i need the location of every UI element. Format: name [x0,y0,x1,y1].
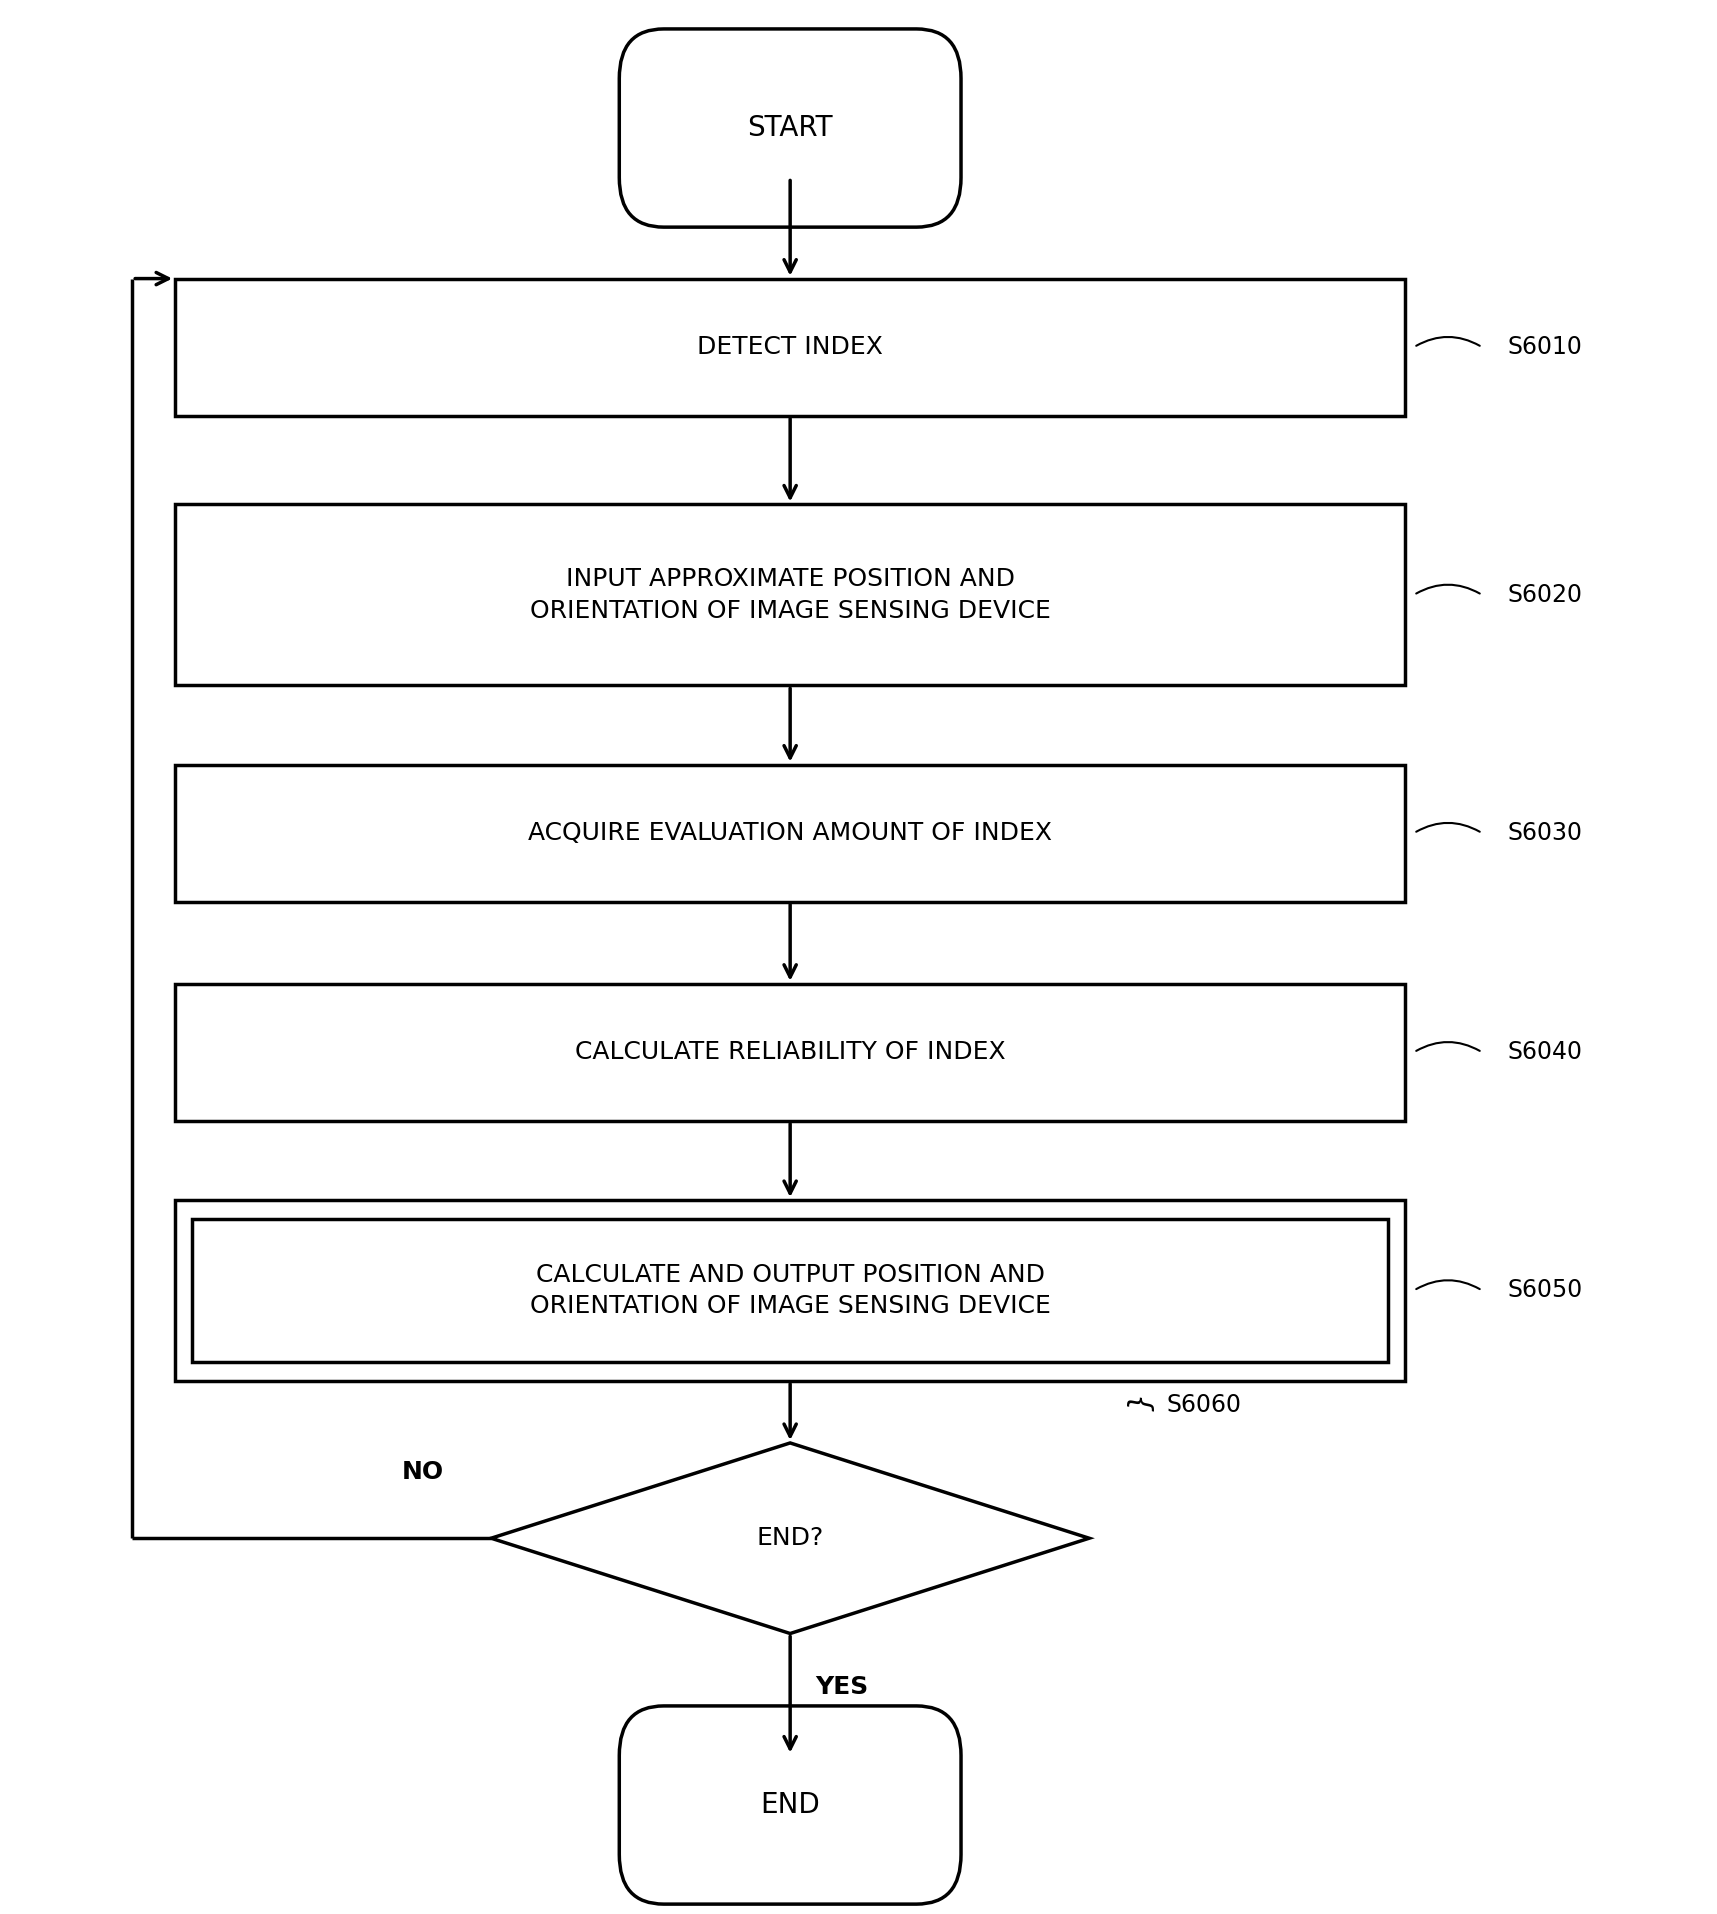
Text: END?: END? [757,1525,824,1550]
Bar [175,984,1405,1122]
Bar [192,1219,1387,1363]
Text: DETECT INDEX: DETECT INDEX [697,335,883,360]
Text: S6020: S6020 [1508,584,1583,607]
Text: CALCULATE AND OUTPUT POSITION AND
ORIENTATION OF IMAGE SENSING DEVICE: CALCULATE AND OUTPUT POSITION AND ORIENT… [531,1263,1051,1319]
Bar [175,1200,1405,1382]
Text: YES: YES [816,1675,869,1700]
Text: INPUT APPROXIMATE POSITION AND
ORIENTATION OF IMAGE SENSING DEVICE: INPUT APPROXIMATE POSITION AND ORIENTATI… [531,567,1051,622]
Text: START: START [747,115,833,142]
Text: {: { [1121,1395,1149,1414]
Text: S6040: S6040 [1508,1041,1583,1064]
Text: ACQUIRE EVALUATION AMOUNT OF INDEX: ACQUIRE EVALUATION AMOUNT OF INDEX [529,821,1053,846]
FancyBboxPatch shape [620,1705,962,1904]
Text: END: END [761,1792,821,1818]
Bar [175,505,1405,685]
FancyBboxPatch shape [620,29,962,228]
Polygon shape [491,1443,1089,1633]
Text: S6030: S6030 [1508,821,1583,846]
Text: S6010: S6010 [1508,335,1583,360]
Text: NO: NO [402,1460,445,1483]
Bar [175,764,1405,901]
Bar [175,279,1405,415]
Text: S6060: S6060 [1166,1393,1241,1416]
Text: S6050: S6050 [1508,1279,1583,1303]
Text: CALCULATE RELIABILITY OF INDEX: CALCULATE RELIABILITY OF INDEX [575,1041,1006,1064]
